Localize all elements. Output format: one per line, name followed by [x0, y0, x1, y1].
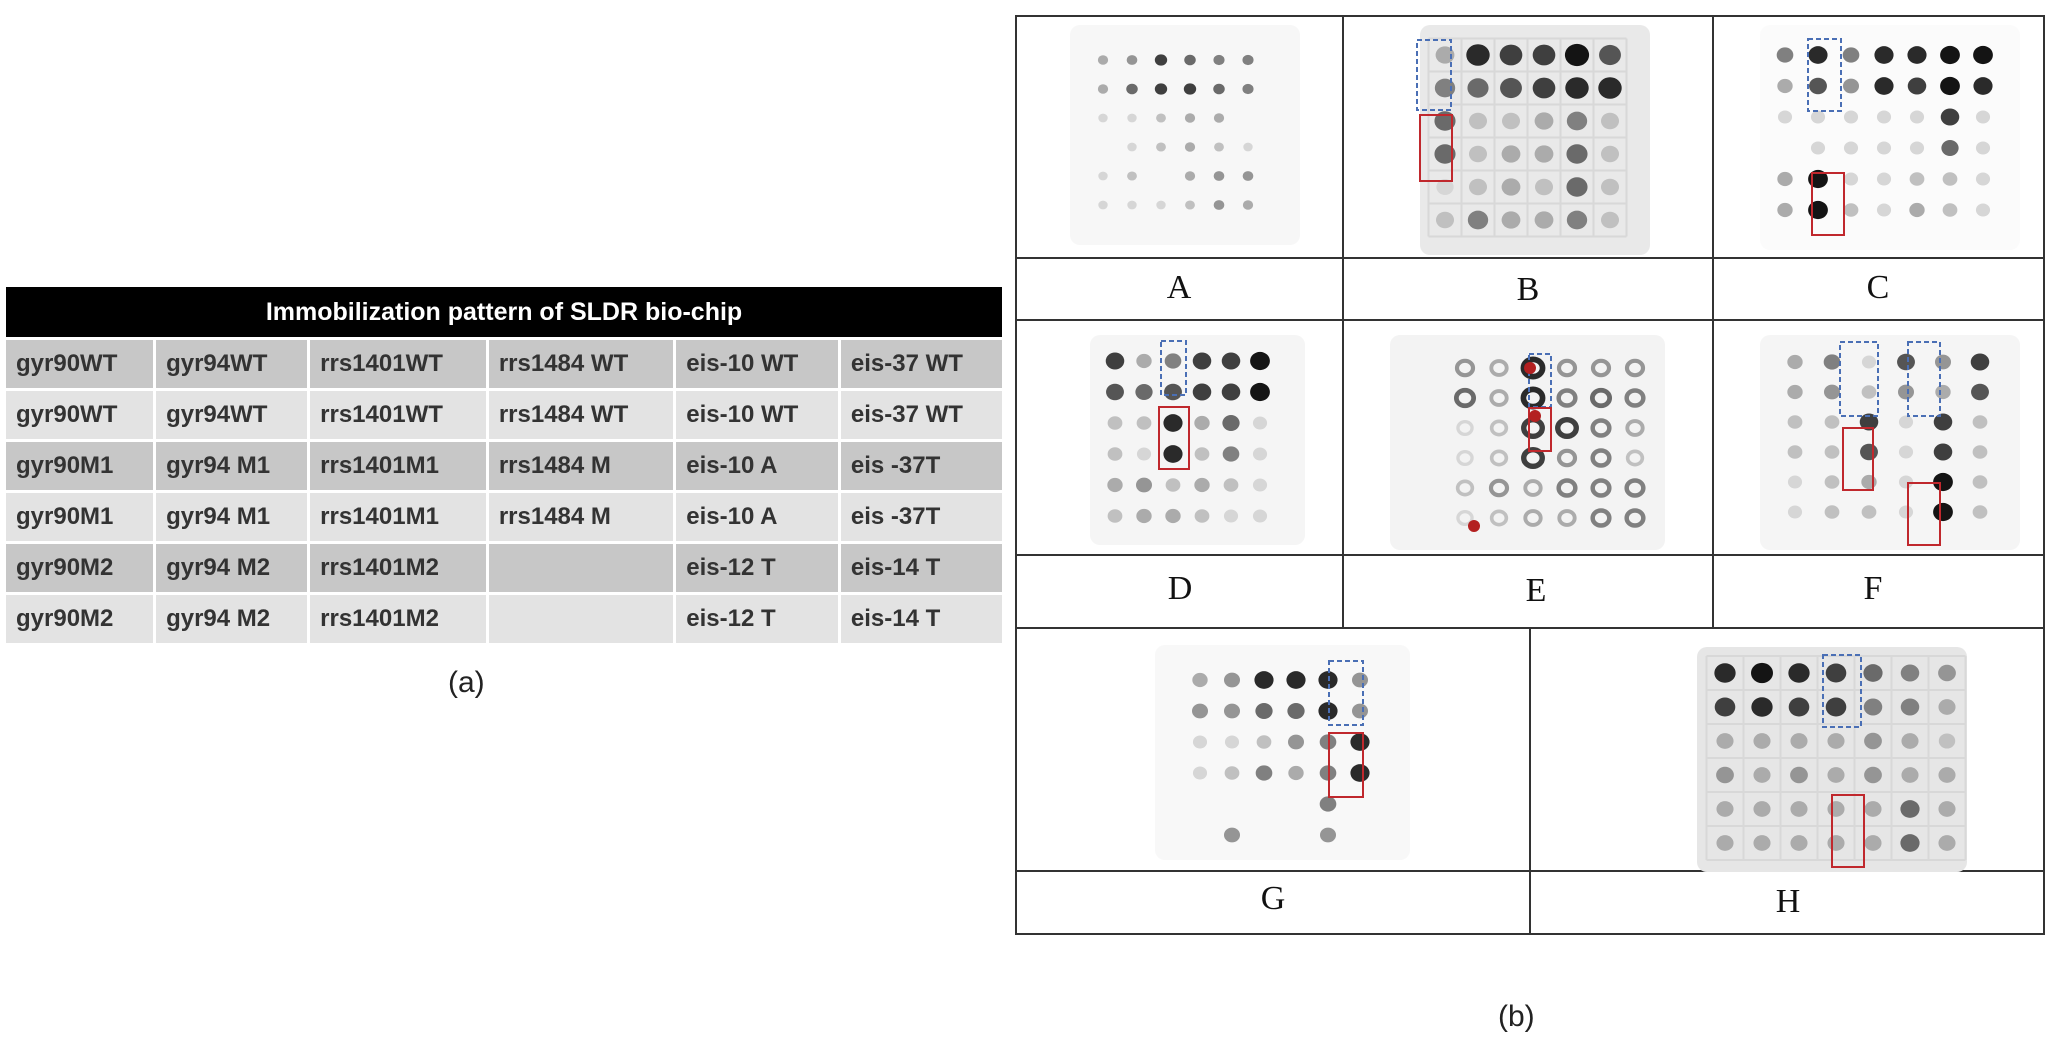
blot-d: [1090, 335, 1305, 545]
mutant-highlight-box: [1528, 407, 1552, 452]
table-cell: eis-10 WT: [674, 388, 841, 441]
table-cell: rrs1484 WT: [487, 388, 677, 441]
wildtype-highlight-box: [1416, 39, 1452, 111]
table-cell: rrs1401M1: [308, 490, 489, 543]
table-cell: gyr94WT: [154, 337, 311, 390]
label-c: C: [1866, 269, 1890, 306]
caption-a: (a): [448, 666, 485, 699]
table-cell: rrs1401WT: [308, 337, 489, 390]
mutant-highlight-box: [1158, 406, 1190, 470]
blot-h: [1697, 647, 1967, 872]
label-h: H: [1775, 883, 1801, 920]
table-title: Immobilization pattern of SLDR bio-chip: [6, 287, 1002, 339]
wildtype-highlight-box: [1160, 340, 1187, 396]
table-body: gyr90WT gyr94WT rrs1401WT rrs1484 WT eis-10 …: [6, 337, 1002, 643]
blot-f: [1760, 335, 2020, 550]
table-cell: eis-12 T: [674, 541, 841, 594]
table-cell: eis-14 T: [839, 541, 1002, 594]
table-header-row: Immobilization pattern of SLDR bio-chip: [6, 287, 1002, 339]
blot-e: [1390, 335, 1665, 550]
label-g: G: [1260, 880, 1286, 917]
table-cell: gyr94WT: [154, 388, 311, 441]
mutant-highlight-box: [1811, 172, 1845, 236]
table-cell: gyr94 M2: [154, 592, 311, 643]
table-cell: rrs1484 M: [487, 490, 677, 543]
wildtype-highlight-box: [1822, 654, 1862, 728]
blot-grid-svg: [1015, 15, 2045, 935]
table-cell: eis-37 WT: [839, 388, 1002, 441]
table-cell: eis-14 T: [839, 592, 1002, 643]
red-spot: [1524, 362, 1536, 374]
wildtype-highlight-box: [1839, 341, 1879, 417]
red-spot: [1529, 410, 1541, 422]
table-cell: rrs1484 M: [487, 439, 677, 492]
label-e: E: [1525, 572, 1547, 609]
blot-figure-grid: A B C D E F G H: [1015, 15, 2045, 935]
wildtype-highlight-box: [1528, 353, 1552, 408]
table-row: gyr90WT gyr94WT rrs1401WT rrs1484 WT eis-10 …: [6, 388, 1002, 441]
label-f: F: [1863, 570, 1883, 607]
blot-a: [1070, 25, 1300, 245]
blot-images: [1070, 25, 2020, 872]
table-cell: eis-10 WT: [674, 337, 841, 390]
table-cell: eis -37T: [839, 439, 1002, 492]
table-cell: gyr90M2: [6, 541, 157, 594]
mutant-highlight-box: [1831, 794, 1865, 868]
table-cell: gyr90WT: [6, 388, 157, 441]
mutant-highlight-box: [1842, 427, 1874, 491]
label-b: B: [1516, 271, 1540, 308]
table-cell: gyr94 M1: [154, 490, 311, 543]
table-cell: gyr90WT: [6, 337, 157, 390]
table-cell: eis-10 A: [674, 439, 841, 492]
table-cell: gyr94 M2: [154, 541, 311, 594]
wildtype-highlight-box: [1907, 341, 1941, 417]
table-row: gyr90WT gyr94WT rrs1401WT rrs1484 WT eis-10 …: [6, 337, 1002, 390]
table-cell: gyr90M1: [6, 490, 157, 543]
label-d: D: [1167, 570, 1193, 607]
wildtype-highlight-box: [1807, 38, 1842, 112]
table-cell: rrs1401M2: [308, 541, 489, 594]
table-cell: eis-10 A: [674, 490, 841, 543]
blot-c: [1760, 25, 2020, 250]
table-cell: rrs1401M2: [308, 592, 489, 643]
label-a: A: [1166, 269, 1192, 306]
table-cell: gyr94 M1: [154, 439, 311, 492]
blot-b: [1416, 25, 1650, 255]
table-cell: rrs1484 WT: [487, 337, 677, 390]
table-cell: eis-37 WT: [839, 337, 1002, 390]
table-cell: gyr90M2: [6, 592, 157, 643]
wildtype-highlight-box: [1328, 660, 1364, 726]
mutant-highlight-box: [1907, 482, 1941, 546]
table-cell: [487, 592, 677, 643]
caption-b: (b): [1498, 1000, 1535, 1033]
table-cell: gyr90M1: [6, 439, 157, 492]
immobilization-table: Immobilization pattern of SLDR bio-chip …: [6, 287, 1002, 643]
table-cell: rrs1401WT: [308, 388, 489, 441]
red-spot: [1468, 520, 1480, 532]
mutant-highlight-box: [1419, 114, 1453, 182]
table-cell: rrs1401M1: [308, 439, 489, 492]
table-cell: eis -37T: [839, 490, 1002, 543]
mutant-highlight-box: [1328, 732, 1364, 798]
table-cell: [487, 541, 677, 594]
table-cell: eis-12 T: [674, 592, 841, 643]
blot-g: [1155, 645, 1410, 860]
